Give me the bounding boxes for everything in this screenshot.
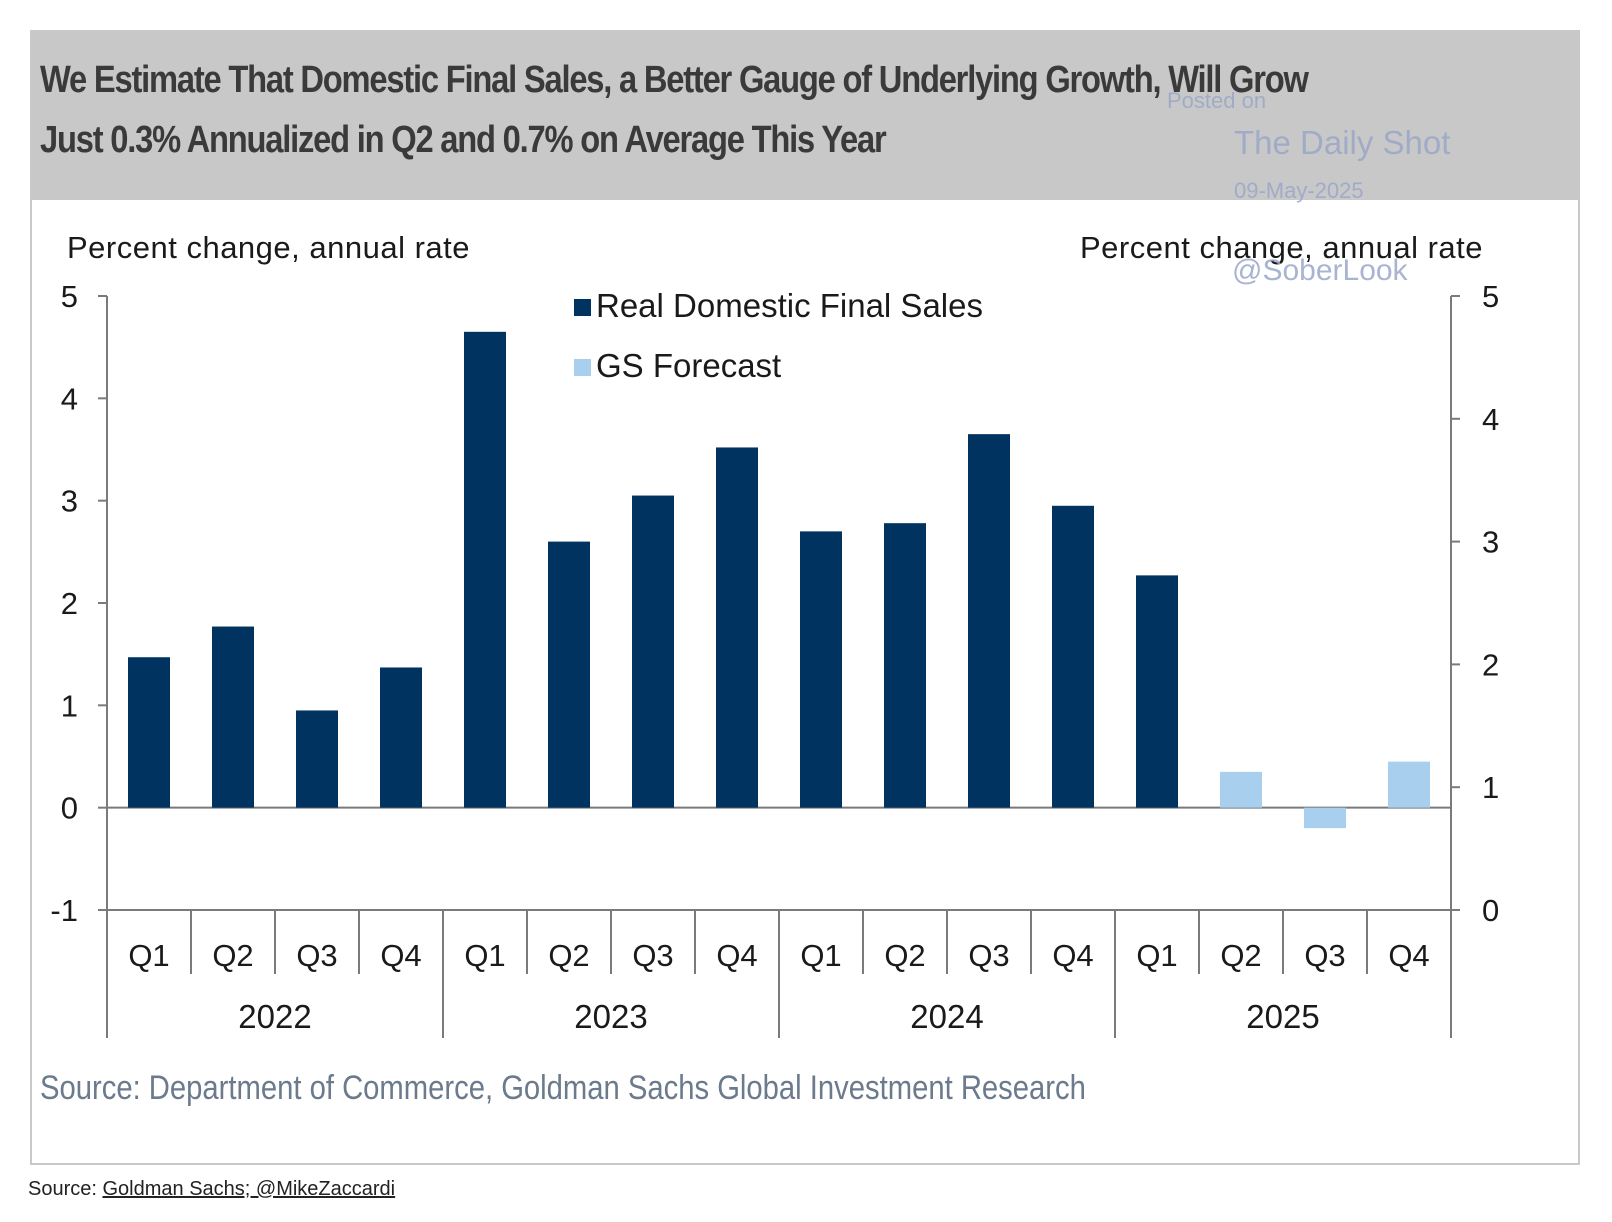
year-label: 2024 <box>910 998 983 1035</box>
bar-real-domestic-final-sales <box>128 657 170 808</box>
left-axis-tick-label: -1 <box>50 893 78 928</box>
chart-title: We Estimate That Domestic Final Sales, a… <box>40 59 1309 161</box>
x-tick-label: Q4 <box>716 938 757 973</box>
footer-source-link[interactable]: Goldman Sachs; @MikeZaccardi <box>102 1178 396 1200</box>
left-axis-title: Percent change, annual rate <box>67 230 470 265</box>
x-tick-label: Q3 <box>296 938 337 973</box>
chart-frame: We Estimate That Domestic Final Sales, a… <box>30 30 1580 1165</box>
left-axis-tick-label: 2 <box>61 586 78 621</box>
x-tick-label: Q2 <box>884 938 925 973</box>
title-band: We Estimate That Domestic Final Sales, a… <box>32 32 1578 200</box>
legend-label-gs-forecast: GS Forecast <box>596 347 781 384</box>
watermark-date: 09-May-2025 <box>1234 178 1364 203</box>
bar-real-domestic-final-sales <box>464 331 506 808</box>
year-label: 2022 <box>238 998 311 1035</box>
x-tick-label: Q4 <box>1388 938 1429 973</box>
x-tick-label: Q4 <box>1052 938 1093 973</box>
x-tick-label: Q1 <box>464 938 505 973</box>
bar-real-domestic-final-sales <box>716 447 758 808</box>
bar-real-domestic-final-sales <box>632 495 674 808</box>
x-tick-label: Q3 <box>632 938 673 973</box>
legend-label-real-domestic-final-sales: Real Domestic Final Sales <box>596 287 983 324</box>
bar-real-domestic-final-sales <box>380 667 422 808</box>
left-axis-tick-label: 3 <box>61 484 78 519</box>
x-tick-label: Q2 <box>1220 938 1261 973</box>
bar-gs-forecast <box>1388 761 1430 808</box>
bar-real-domestic-final-sales <box>884 523 926 808</box>
legend-swatch-gs-forecast <box>574 359 591 376</box>
left-axis-tick-label: 1 <box>61 688 78 723</box>
left-axis-tick-label: 0 <box>61 791 78 826</box>
bar-gs-forecast <box>1304 807 1346 829</box>
left-axis-tick-label: 5 <box>61 279 78 314</box>
right-axis-tick-label: 3 <box>1482 525 1499 560</box>
year-label: 2025 <box>1246 998 1319 1035</box>
footer-source-label: Source: <box>28 1178 103 1200</box>
legend-swatch-real-domestic-final-sales <box>574 299 591 316</box>
watermark-handle: @SoberLook <box>1232 254 1408 287</box>
x-tick-label: Q1 <box>128 938 169 973</box>
right-axis-tick-label: 2 <box>1482 647 1499 682</box>
left-axis-tick-label: 4 <box>61 381 78 416</box>
bar-real-domestic-final-sales <box>800 531 842 808</box>
x-tick-label: Q1 <box>800 938 841 973</box>
x-tick-label: Q4 <box>380 938 421 973</box>
x-tick-label: Q2 <box>548 938 589 973</box>
bar-real-domestic-final-sales <box>1136 575 1178 808</box>
x-tick-label: Q3 <box>1304 938 1345 973</box>
bar-chart: Percent change, annual rate Percent chang… <box>40 230 1499 1107</box>
watermark-posted-on: Posted on <box>1167 88 1267 113</box>
right-axis-tick-label: 5 <box>1482 279 1499 314</box>
bar-real-domestic-final-sales <box>1052 505 1094 808</box>
bar-gs-forecast <box>1220 771 1262 808</box>
right-axis-tick-label: 1 <box>1482 770 1499 805</box>
bar-real-domestic-final-sales <box>212 626 254 808</box>
footer-source: Source: Goldman Sachs; @MikeZaccardi <box>28 1178 395 1201</box>
x-tick-label: Q2 <box>212 938 253 973</box>
year-label: 2023 <box>574 998 647 1035</box>
x-tick-label: Q1 <box>1136 938 1177 973</box>
bar-real-domestic-final-sales <box>968 434 1010 808</box>
right-axis-tick-label: 4 <box>1482 402 1499 437</box>
watermark-brand: The Daily Shot <box>1234 124 1451 161</box>
chart-source: Source: Department of Commerce, Goldman … <box>40 1068 1086 1107</box>
right-axis-tick-label: 0 <box>1482 893 1499 928</box>
x-tick-label: Q3 <box>968 938 1009 973</box>
bar-real-domestic-final-sales <box>548 541 590 808</box>
right-axis-title: Percent change, annual rate <box>1080 230 1483 265</box>
bar-real-domestic-final-sales <box>296 710 338 808</box>
